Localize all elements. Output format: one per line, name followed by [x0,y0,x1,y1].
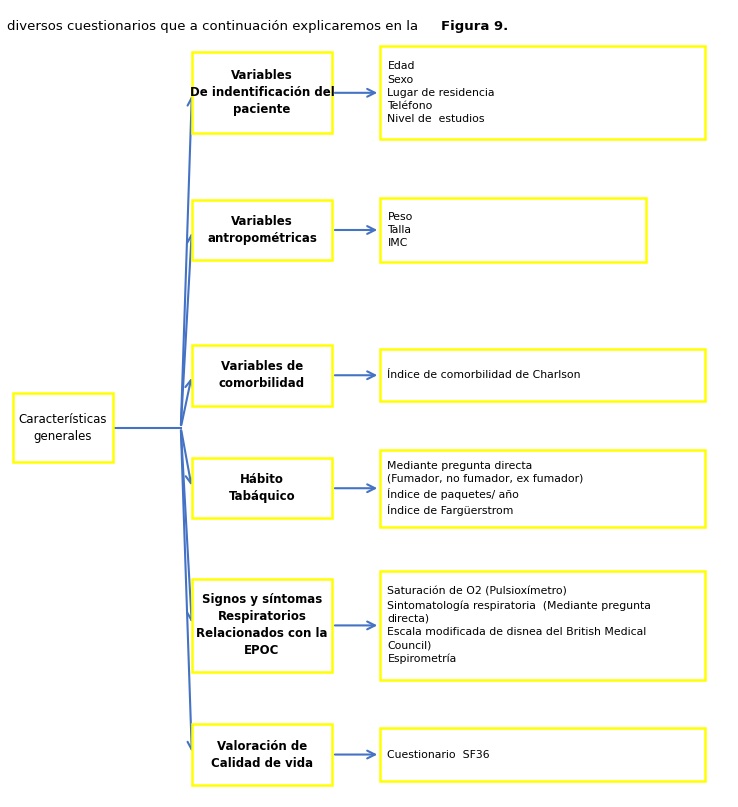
FancyBboxPatch shape [380,349,705,401]
FancyBboxPatch shape [192,200,332,260]
Text: Variables
De indentificación del
paciente: Variables De indentificación del pacient… [190,69,334,116]
Text: Cuestionario  SF36: Cuestionario SF36 [387,750,490,759]
Text: diversos cuestionarios que a continuación explicaremos en la: diversos cuestionarios que a continuació… [7,20,423,33]
FancyBboxPatch shape [380,728,705,781]
FancyBboxPatch shape [380,449,705,526]
Text: Edad
Sexo
Lugar de residencia
Teléfono
Nivel de  estudios: Edad Sexo Lugar de residencia Teléfono N… [387,61,495,124]
Text: Saturación de O2 (Pulsioxímetro)
Sintomatología respiratoria  (Mediante pregunta: Saturación de O2 (Pulsioxímetro) Sintoma… [387,587,652,664]
Text: Variables
antropométricas: Variables antropométricas [207,215,317,245]
Text: Mediante pregunta directa
(Fumador, no fumador, ex fumador)
Índice de paquetes/ : Mediante pregunta directa (Fumador, no f… [387,461,584,516]
FancyBboxPatch shape [192,345,332,405]
FancyBboxPatch shape [13,394,113,462]
Text: Peso
Talla
IMC: Peso Talla IMC [387,211,413,249]
FancyBboxPatch shape [380,46,705,139]
Text: Variables de
comorbilidad: Variables de comorbilidad [219,360,305,391]
FancyBboxPatch shape [192,52,332,133]
FancyBboxPatch shape [192,579,332,671]
FancyBboxPatch shape [192,725,332,784]
Text: Hábito
Tabáquico: Hábito Tabáquico [229,473,295,504]
Text: Figura 9.: Figura 9. [441,20,508,33]
FancyBboxPatch shape [380,198,646,262]
Text: Características
generales: Características generales [18,412,107,443]
Text: Signos y síntomas
Respiratorios
Relacionados con la
EPOC: Signos y síntomas Respiratorios Relacion… [196,593,328,658]
Text: Valoración de
Calidad de vida: Valoración de Calidad de vida [211,739,313,770]
FancyBboxPatch shape [380,571,705,679]
FancyBboxPatch shape [192,458,332,518]
Text: Índice de comorbilidad de Charlson: Índice de comorbilidad de Charlson [387,370,581,380]
